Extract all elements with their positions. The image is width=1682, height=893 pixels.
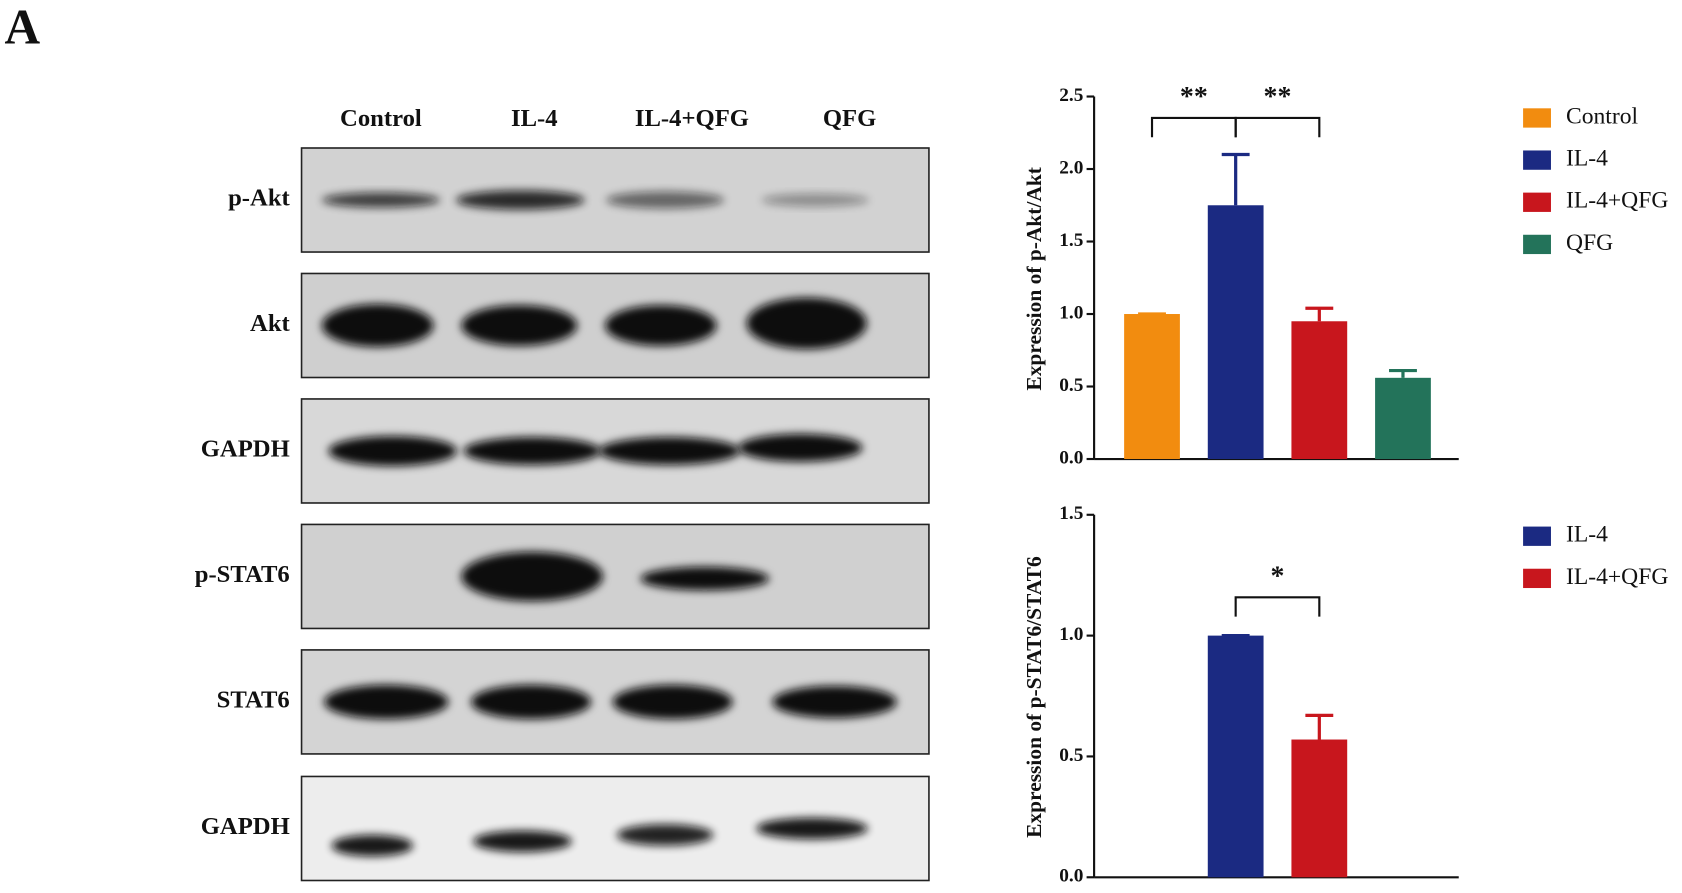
significance-label: **: [1264, 81, 1292, 112]
blot-band: [328, 435, 458, 466]
legend-swatch: [1523, 568, 1551, 589]
bar: [1291, 321, 1348, 460]
bar: [1375, 377, 1431, 460]
significance-bracket: [1234, 116, 1321, 138]
blot-band: [598, 437, 741, 465]
blot-band: [463, 437, 601, 465]
significance-label: **: [1180, 81, 1208, 112]
y-axis-label: Expression of p-Akt/Akt: [1022, 166, 1046, 390]
panel-label: A: [4, 0, 40, 55]
lane-label: Control: [340, 105, 422, 132]
significance-bracket: [1234, 596, 1321, 617]
blot-band: [321, 304, 434, 347]
y-tick-label: 0.5: [1059, 375, 1083, 396]
y-tick-label: 1.0: [1059, 302, 1083, 323]
y-tick-label: 1.0: [1059, 624, 1083, 645]
legend-label: Control: [1566, 103, 1638, 129]
blot-band: [324, 684, 449, 720]
legend-label: IL-4+QFG: [1566, 188, 1668, 214]
legend-label: IL-4: [1566, 146, 1608, 172]
blot-band: [612, 684, 733, 720]
blot-frame: [300, 523, 930, 630]
y-tick-label: 0.5: [1059, 745, 1083, 766]
bar: [1124, 314, 1180, 460]
western-blot: Control IL-4 IL-4+QFG QFG p-Akt Akt GAPDH p-STA…: [195, 105, 930, 882]
row-label: GAPDH: [201, 813, 290, 840]
y-tick-label: 1.5: [1059, 503, 1083, 524]
bar: [1207, 205, 1264, 460]
legend-swatch: [1523, 526, 1551, 546]
y-axis-label: Expression of p-STAT6/STAT6: [1022, 556, 1046, 838]
lane-label: QFG: [823, 105, 876, 132]
blot-band: [640, 566, 770, 591]
y-tick-label: 2.5: [1059, 85, 1083, 106]
blot-band: [461, 551, 603, 602]
blot-band: [471, 684, 592, 720]
legend-swatch: [1523, 150, 1551, 170]
row-label: p-Akt: [228, 185, 290, 212]
y-tick-label: 1.5: [1059, 230, 1083, 251]
row-label: STAT6: [217, 687, 290, 714]
y-tick-label: 0.0: [1059, 447, 1083, 468]
row-label: p-STAT6: [195, 561, 290, 588]
blot-band: [606, 191, 725, 209]
y-tick-label: 0.0: [1059, 866, 1083, 887]
row-label: Akt: [250, 310, 291, 337]
blot-band: [321, 192, 440, 208]
y-tick-label: 2.0: [1059, 157, 1083, 178]
blot-band: [756, 817, 868, 840]
bar-chart: 0.0 0.5 1.0 1.5 2.0 2.5 Expression of p-Akt/Ak…: [1022, 81, 1668, 468]
blot-band: [461, 305, 578, 346]
legend-label: IL-4+QFG: [1566, 564, 1668, 590]
legend-swatch: [1523, 108, 1551, 128]
bar: [1207, 635, 1264, 878]
blot-band: [616, 824, 714, 846]
charts: 0.0 0.5 1.0 1.5 2.0 2.5 Expression of p-Akt/Ak…: [1022, 81, 1668, 887]
blot-band: [761, 193, 869, 207]
legend-swatch: [1523, 234, 1551, 255]
blot-band: [746, 297, 867, 350]
row-label: GAPDH: [201, 436, 290, 463]
significance-label: *: [1271, 560, 1285, 591]
blot-band: [605, 305, 717, 346]
bar: [1291, 739, 1348, 878]
legend-label: QFG: [1566, 230, 1613, 256]
bar-chart: 0.0 0.5 1.0 1.5 Expression of p-STAT6/STAT6 *…: [1022, 503, 1668, 886]
blot-band: [473, 830, 572, 853]
significance-bracket: [1150, 116, 1237, 138]
legend-label: IL-4: [1566, 522, 1608, 548]
blot-band: [772, 685, 897, 719]
legend-swatch: [1523, 192, 1551, 212]
lane-label: IL-4+QFG: [635, 105, 749, 132]
lane-label: IL-4: [511, 105, 558, 132]
blot-band: [331, 834, 414, 857]
blot-band: [455, 190, 585, 210]
blot-band: [738, 433, 863, 462]
